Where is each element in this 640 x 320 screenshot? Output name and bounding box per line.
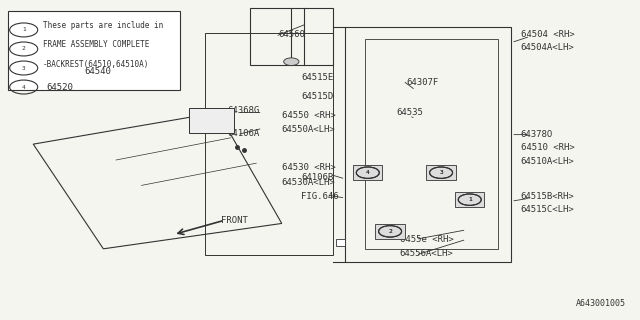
Text: 64307F: 64307F <box>406 78 438 87</box>
Text: 64515C<LH>: 64515C<LH> <box>521 205 575 214</box>
Text: 1: 1 <box>22 28 26 32</box>
Text: 2: 2 <box>388 229 392 234</box>
Text: 4: 4 <box>366 170 370 175</box>
Text: 64368G: 64368G <box>228 106 260 115</box>
Text: 64550A<LH>: 64550A<LH> <box>282 125 335 134</box>
Text: 64535: 64535 <box>396 108 423 117</box>
Text: 64510A<LH>: 64510A<LH> <box>521 157 575 166</box>
Text: 3: 3 <box>439 170 443 175</box>
FancyBboxPatch shape <box>426 165 456 180</box>
Circle shape <box>284 58 299 66</box>
Text: 64540: 64540 <box>84 67 111 76</box>
Text: FRONT: FRONT <box>221 216 248 225</box>
Text: 64550 <RH>: 64550 <RH> <box>282 111 335 120</box>
Text: 64560: 64560 <box>278 30 305 39</box>
FancyBboxPatch shape <box>353 165 383 180</box>
Text: 3: 3 <box>439 170 443 175</box>
Text: 1: 1 <box>468 197 472 202</box>
Text: 64106B: 64106B <box>301 173 333 182</box>
Text: 64556A<LH>: 64556A<LH> <box>399 249 453 258</box>
Text: 64515B<RH>: 64515B<RH> <box>521 192 575 201</box>
Text: 4: 4 <box>22 84 26 90</box>
Polygon shape <box>336 239 346 246</box>
Text: -BACKREST(64510,64510A): -BACKREST(64510,64510A) <box>43 60 149 69</box>
FancyBboxPatch shape <box>8 11 180 90</box>
Text: 64504 <RH>: 64504 <RH> <box>521 30 575 39</box>
Text: 2: 2 <box>388 229 392 234</box>
Text: 6455e <RH>: 6455e <RH> <box>399 235 453 244</box>
Text: 64378O: 64378O <box>521 130 553 139</box>
Text: FIG.646: FIG.646 <box>301 192 339 201</box>
Text: These parts are include in: These parts are include in <box>43 21 163 30</box>
Text: 64520: 64520 <box>46 83 73 92</box>
Text: 64515D: 64515D <box>301 92 333 101</box>
Text: 1: 1 <box>468 197 472 202</box>
Text: 64510 <RH>: 64510 <RH> <box>521 143 575 152</box>
FancyBboxPatch shape <box>376 224 404 239</box>
Text: 64530 <RH>: 64530 <RH> <box>282 164 335 172</box>
Text: FRAME ASSEMBLY COMPLETE: FRAME ASSEMBLY COMPLETE <box>43 40 149 49</box>
Text: 2: 2 <box>22 46 26 52</box>
Text: 64530A<LH>: 64530A<LH> <box>282 178 335 187</box>
FancyBboxPatch shape <box>189 108 234 133</box>
Text: A643001005: A643001005 <box>576 299 626 308</box>
Text: 64515E: 64515E <box>301 73 333 82</box>
Text: 4: 4 <box>366 170 370 175</box>
Text: 3: 3 <box>22 66 26 70</box>
Text: 64504A<LH>: 64504A<LH> <box>521 43 575 52</box>
Text: 64106A: 64106A <box>228 129 260 138</box>
FancyBboxPatch shape <box>455 192 484 207</box>
